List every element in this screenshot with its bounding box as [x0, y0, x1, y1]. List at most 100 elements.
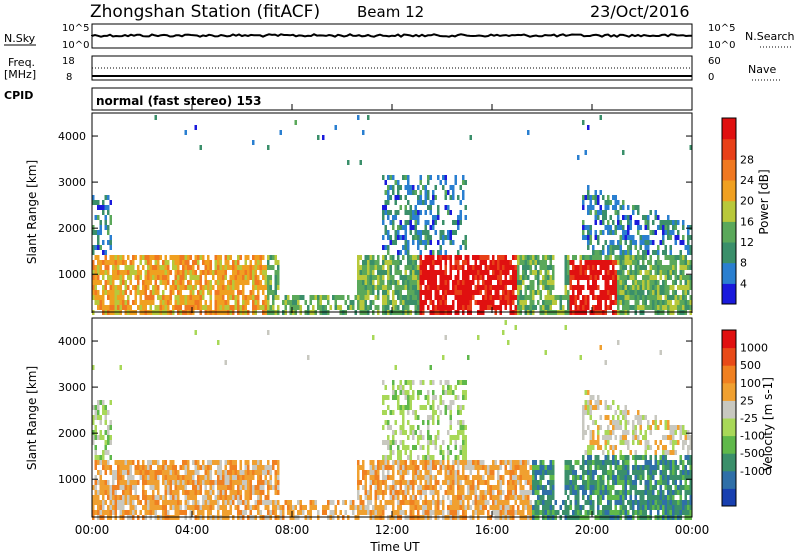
data-cell	[682, 270, 685, 275]
data-cell	[397, 230, 400, 235]
data-cell	[464, 390, 467, 395]
data-cell	[204, 500, 207, 505]
data-cell	[197, 295, 200, 300]
data-cell	[404, 235, 407, 240]
data-cell	[604, 455, 607, 460]
data-cell	[374, 470, 377, 475]
data-cell	[359, 465, 362, 470]
data-cell	[392, 295, 395, 300]
data-cell	[439, 260, 442, 265]
data-cell	[407, 285, 410, 290]
data-cell	[229, 475, 232, 480]
data-cell	[109, 305, 112, 310]
data-cell	[382, 205, 385, 210]
data-cell	[379, 500, 382, 505]
data-cell	[112, 275, 115, 280]
data-cell	[452, 220, 455, 225]
data-cell	[642, 305, 645, 310]
data-cell	[149, 475, 152, 480]
data-cell	[477, 465, 480, 470]
data-cell	[579, 260, 582, 265]
data-cell	[489, 305, 492, 310]
data-cell	[487, 290, 490, 295]
data-cell	[464, 235, 467, 240]
data-cell	[604, 200, 607, 205]
data-cell	[452, 465, 455, 470]
data-cell	[152, 270, 155, 275]
data-cell	[684, 280, 687, 285]
data-cell	[257, 285, 260, 290]
data-cell	[532, 290, 535, 295]
data-cell	[614, 205, 617, 210]
data-cell	[442, 175, 445, 180]
data-cell	[107, 305, 110, 310]
data-cell	[502, 475, 505, 480]
data-cell	[119, 275, 122, 280]
data-cell	[372, 275, 375, 280]
data-cell	[244, 275, 247, 280]
data-cell	[467, 295, 470, 300]
data-cell	[579, 510, 582, 515]
data-cell	[569, 505, 572, 510]
data-cell	[214, 460, 217, 465]
data-cell	[404, 285, 407, 290]
data-cell	[137, 280, 140, 285]
data-cell	[414, 230, 417, 235]
data-cell	[482, 260, 485, 265]
data-cell	[404, 485, 407, 490]
data-cell	[457, 380, 460, 385]
data-cell	[457, 500, 460, 505]
data-cell	[574, 510, 577, 515]
data-cell	[552, 295, 555, 300]
data-cell	[154, 505, 157, 510]
data-cell	[597, 395, 600, 400]
data-cell	[487, 500, 490, 505]
data-cell	[169, 460, 172, 465]
data-cell	[322, 135, 325, 140]
data-cell	[152, 255, 155, 260]
data-cell	[447, 430, 450, 435]
data-cell	[632, 260, 635, 265]
data-cell	[367, 275, 370, 280]
data-cell	[622, 285, 625, 290]
data-cell	[327, 500, 330, 505]
data-cell	[442, 220, 445, 225]
data-cell	[664, 285, 667, 290]
data-cell	[107, 450, 110, 455]
data-cell	[514, 325, 517, 330]
data-cell	[409, 380, 412, 385]
data-cell	[479, 255, 482, 260]
data-cell	[639, 480, 642, 485]
data-cell	[589, 500, 592, 505]
data-cell	[464, 280, 467, 285]
data-cell	[587, 190, 590, 195]
data-cell	[462, 175, 465, 180]
data-cell	[237, 275, 240, 280]
data-cell	[547, 300, 550, 305]
data-cell	[582, 430, 585, 435]
data-cell	[674, 235, 677, 240]
data-cell	[149, 495, 152, 500]
data-cell	[119, 465, 122, 470]
data-cell	[539, 265, 542, 270]
data-cell	[94, 415, 97, 420]
data-cell	[229, 290, 232, 295]
data-cell	[109, 285, 112, 290]
data-cell	[222, 295, 225, 300]
data-cell	[109, 200, 112, 205]
data-cell	[437, 240, 440, 245]
data-cell	[382, 400, 385, 405]
data-cell	[532, 485, 535, 490]
data-cell	[422, 500, 425, 505]
data-cell	[372, 265, 375, 270]
data-cell	[417, 215, 420, 220]
data-cell	[217, 485, 220, 490]
data-cell	[357, 285, 360, 290]
data-cell	[382, 280, 385, 285]
data-cell	[462, 420, 465, 425]
data-cell	[629, 245, 632, 250]
data-cell	[622, 475, 625, 480]
data-cell	[122, 275, 125, 280]
data-cell	[407, 395, 410, 400]
